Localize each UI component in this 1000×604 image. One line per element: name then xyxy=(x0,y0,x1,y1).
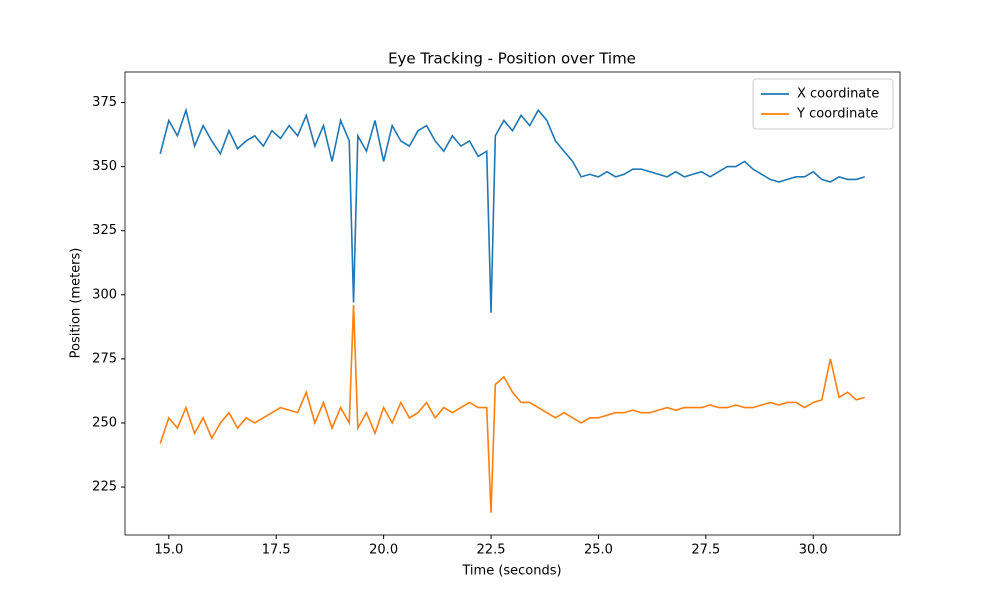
x-tick-label: 25.0 xyxy=(584,543,613,558)
legend-box xyxy=(752,78,894,130)
legend-label: X coordinate xyxy=(797,87,879,102)
x-axis-label: Time (seconds) xyxy=(461,564,561,579)
y-tick-label: 350 xyxy=(92,159,117,174)
plot-frame xyxy=(124,71,901,536)
y-tick-label: 225 xyxy=(92,480,117,495)
y-tick-label: 275 xyxy=(92,351,117,366)
x-tick-label: 17.5 xyxy=(262,543,291,558)
data-line xyxy=(159,305,865,513)
y-tick-label: 325 xyxy=(92,223,117,238)
y-tick-label: 375 xyxy=(92,95,117,110)
x-tick-label: 15.0 xyxy=(154,543,183,558)
legend-label: Y coordinate xyxy=(796,107,878,122)
x-tick-label: 22.5 xyxy=(477,543,506,558)
y-axis-label: Position (meters) xyxy=(69,248,84,359)
y-tick-label: 250 xyxy=(92,415,117,430)
y-tick-label: 300 xyxy=(92,287,117,302)
x-tick-label: 27.5 xyxy=(691,543,720,558)
x-tick-label: 20.0 xyxy=(369,543,398,558)
x-tick-label: 30.0 xyxy=(799,543,828,558)
chart-title: Eye Tracking - Position over Time xyxy=(388,50,636,68)
data-line xyxy=(159,107,865,313)
